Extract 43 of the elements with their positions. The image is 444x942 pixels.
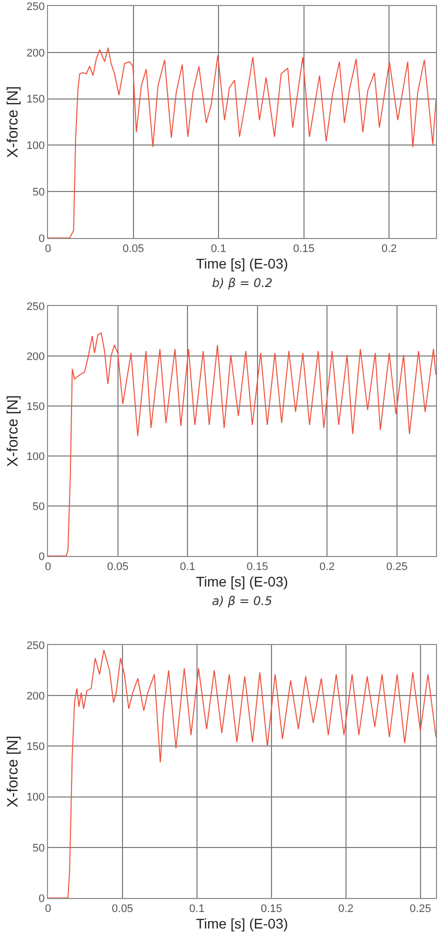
x-axis-title: Time [s] (E-03) — [196, 574, 288, 590]
y-axis-title: X-force [N] — [4, 736, 22, 808]
y-tick-label: 50 — [32, 842, 45, 854]
y-tick-label: 250 — [26, 640, 45, 652]
x-tick-label: 0.25 — [410, 903, 432, 916]
y-tick-label: 50 — [32, 186, 45, 198]
y-tick-label: 150 — [26, 94, 45, 106]
y-tick-label: 250 — [26, 300, 45, 313]
x-tick-label: 0.05 — [122, 243, 144, 256]
y-tick-label: 50 — [32, 500, 45, 513]
y-tick-label: 200 — [26, 350, 45, 363]
text: a) β = 0.5 — [212, 594, 272, 608]
line-series — [48, 47, 436, 238]
x-tick-label: 0.25 — [386, 561, 408, 574]
y-tick-label: 250 — [26, 0, 45, 13]
y-tick-label: 200 — [26, 690, 45, 702]
y-tick-label: 100 — [26, 450, 45, 463]
y-tick-label: 150 — [26, 741, 45, 754]
y-tick-label: 100 — [26, 140, 45, 152]
y-tick-label: 150 — [26, 400, 45, 413]
x-tick-label: 0.05 — [112, 903, 134, 916]
x-tick-label: 0.1 — [189, 903, 205, 916]
y-tick-label: 0 — [38, 550, 45, 563]
x-tick-label: 0.1 — [180, 561, 196, 574]
line-series — [48, 332, 436, 556]
x-tick-label: 0.2 — [381, 243, 397, 256]
text: b) β = 0.2 — [212, 276, 273, 290]
x-tick-label: 0.2 — [319, 561, 335, 574]
y-tick-label: 0 — [38, 232, 45, 245]
x-tick-label: 0.2 — [338, 903, 354, 916]
y-tick-label: 0 — [38, 892, 45, 905]
y-tick-label: 100 — [26, 792, 45, 804]
x-tick-label: 0.1 — [210, 243, 226, 256]
x-axis-title: Time [s] (E-03) — [196, 916, 288, 932]
x-tick-label: 0.15 — [293, 243, 315, 256]
y-axis-title: X-force [N] — [4, 86, 22, 158]
x-tick-label: 0.05 — [107, 561, 128, 574]
x-tick-label: 0.15 — [246, 561, 268, 574]
line-series — [48, 650, 436, 898]
y-tick-label: 200 — [26, 47, 45, 60]
x-tick-label: 0.15 — [260, 903, 282, 916]
y-axis-title: X-force [N] — [4, 395, 22, 467]
x-axis-title: Time [s] (E-03) — [196, 256, 288, 272]
